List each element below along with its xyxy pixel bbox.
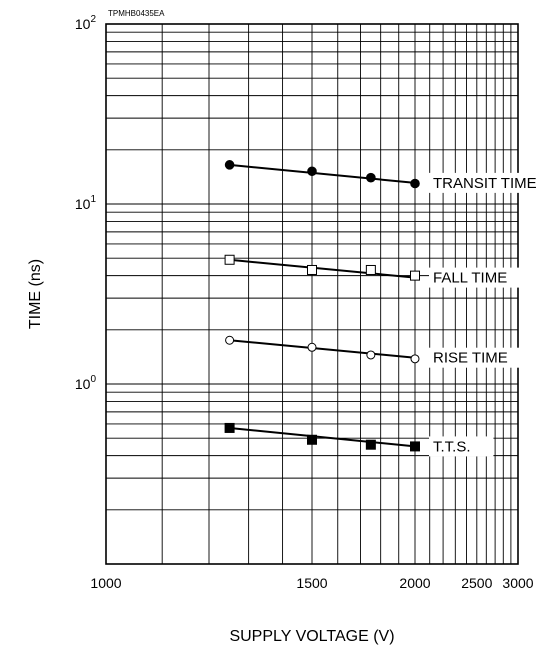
data-point — [410, 178, 420, 189]
series-label-bg — [429, 172, 550, 193]
fit-line — [229, 426, 416, 448]
data-point — [365, 439, 376, 450]
data-point — [365, 264, 376, 275]
y-axis-title: TIME (ns) — [27, 259, 44, 329]
data-point — [366, 350, 376, 360]
figure-code: TPMHB0435EA — [108, 9, 165, 18]
series-label: RISE TIME — [433, 350, 508, 367]
data-point — [307, 264, 317, 275]
data-point — [224, 422, 235, 433]
y-tick-exponent: 2 — [90, 14, 96, 25]
x-tick-label: 1000 — [90, 575, 121, 591]
data-point — [410, 441, 420, 452]
y-tick-label: 101 — [75, 194, 97, 212]
y-tick-label: 102 — [75, 14, 97, 32]
x-tick-label: 1500 — [296, 575, 327, 591]
fit-line — [229, 258, 416, 279]
series-label-bg — [429, 267, 522, 288]
series-label-bg — [429, 347, 522, 368]
data-point — [410, 354, 420, 364]
data-point — [225, 335, 235, 345]
series-label: FALL TIME — [433, 270, 507, 287]
fit-lines — [229, 163, 416, 448]
series-label-bg — [429, 436, 494, 457]
fit-line — [229, 163, 416, 184]
data-point — [410, 270, 420, 281]
y-tick-exponent: 0 — [90, 374, 96, 385]
series-label: T.T.S. — [433, 438, 471, 455]
data-point — [307, 434, 317, 445]
grid — [106, 24, 518, 564]
x-tick-label: 2500 — [461, 575, 492, 591]
y-tick-exponent: 1 — [90, 194, 96, 205]
y-tick-base: 10 — [75, 16, 91, 32]
data-point — [307, 166, 317, 177]
data-point — [224, 160, 235, 170]
series-label: TRANSIT TIME — [433, 175, 537, 192]
x-tick-label: 3000 — [502, 575, 533, 591]
y-tick-base: 10 — [75, 196, 91, 212]
y-tick-label: 100 — [75, 374, 97, 392]
fit-line — [229, 339, 416, 359]
x-tick-label: 2000 — [399, 575, 430, 591]
data-point — [366, 172, 376, 183]
data-point — [224, 254, 235, 265]
data-markers — [224, 160, 420, 452]
data-point — [307, 342, 317, 352]
axes — [105, 23, 519, 565]
x-axis-title: SUPPLY VOLTAGE (V) — [229, 628, 394, 645]
y-tick-base: 10 — [75, 376, 91, 392]
plot-frame — [105, 23, 519, 565]
